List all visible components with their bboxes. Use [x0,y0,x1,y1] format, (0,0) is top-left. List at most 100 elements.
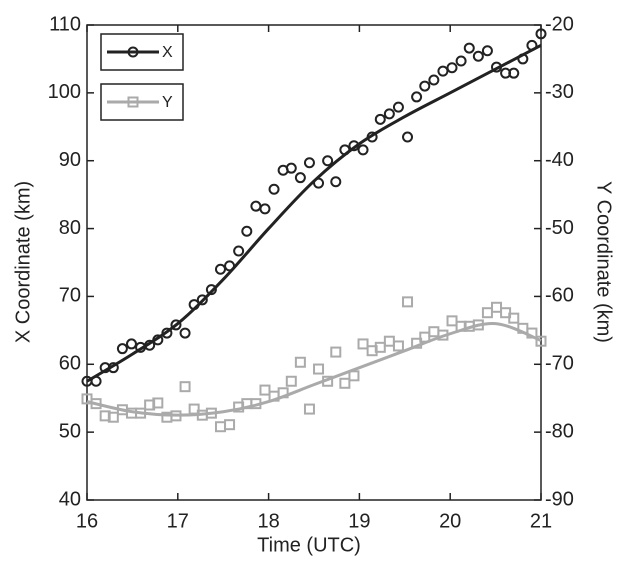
point [535,335,547,347]
point [339,377,351,389]
y-tick-label: 40 [59,488,81,510]
point [437,329,449,341]
x-axis-label: Time (UTC) [257,534,361,556]
point [285,162,297,174]
point [348,370,360,382]
y-tick-label: 70 [59,285,81,307]
point [526,327,538,339]
point [241,225,253,237]
point [535,28,547,40]
point [250,200,262,212]
y-tick-label: 80 [59,217,81,239]
point [402,131,414,143]
point [90,375,102,387]
point [294,172,306,184]
point [179,327,191,339]
point [285,375,297,387]
point [135,407,147,419]
point [205,284,217,296]
point [313,177,325,189]
point [508,67,520,79]
point [170,410,182,422]
point [268,183,280,195]
point [330,346,342,358]
point [152,397,164,409]
point [250,398,262,410]
y2-tick-label: -40 [545,149,574,171]
point [313,363,325,375]
point [472,319,484,331]
point [107,362,119,374]
point [152,334,164,346]
point [161,327,173,339]
point [357,144,369,156]
point [322,155,334,167]
legend-label: Y [162,94,173,111]
point [392,340,404,352]
point [463,42,475,54]
point [188,403,200,415]
x-tick-label: 20 [439,510,461,532]
point [196,294,208,306]
point [366,131,378,143]
point [411,337,423,349]
point [411,91,423,103]
y2-tick-label: -60 [545,285,574,307]
point [144,339,156,351]
point [446,315,458,327]
point [491,301,503,313]
point [277,387,289,399]
point [322,375,334,387]
point [233,245,245,257]
x-tick-label: 21 [530,510,552,532]
point [481,307,493,319]
point [383,335,395,347]
point [419,80,431,92]
point [303,157,315,169]
y-tick-label: 50 [59,420,81,442]
y2-tick-label: -20 [545,13,574,35]
point [259,384,271,396]
y-tick-label: 90 [59,149,81,171]
point [339,144,351,156]
y-tick-label: 60 [59,353,81,375]
point [179,381,191,393]
point [455,55,467,67]
point [517,53,529,65]
point [224,260,236,272]
point [205,407,217,419]
point [392,101,404,113]
point [107,411,119,423]
point [116,343,128,355]
point [259,203,271,215]
point [374,113,386,125]
point [526,39,538,51]
point [330,176,342,188]
y2-tick-label: -70 [545,353,574,375]
fit-line [86,321,542,417]
plot-frame [86,24,542,501]
point [188,299,200,311]
point [472,50,484,62]
point [374,341,386,353]
point [383,108,395,120]
point [446,62,458,74]
y2-axis-label: Y Coordinate (km) [593,181,615,343]
y2-tick-label: -30 [545,81,574,103]
y2-tick-label: -50 [545,217,574,239]
legend-label: X [162,44,173,61]
point [402,296,414,308]
point [90,398,102,410]
point [214,421,226,433]
x-tick-label: 16 [76,510,98,532]
y2-tick-label: -90 [545,488,574,510]
point [294,356,306,368]
y-tick-label: 110 [49,13,81,35]
y-tick-label: 100 [48,81,81,103]
point [481,45,493,57]
x-tick-label: 19 [348,510,370,532]
point [428,74,440,86]
point [224,419,236,431]
legend-marker [127,46,139,58]
